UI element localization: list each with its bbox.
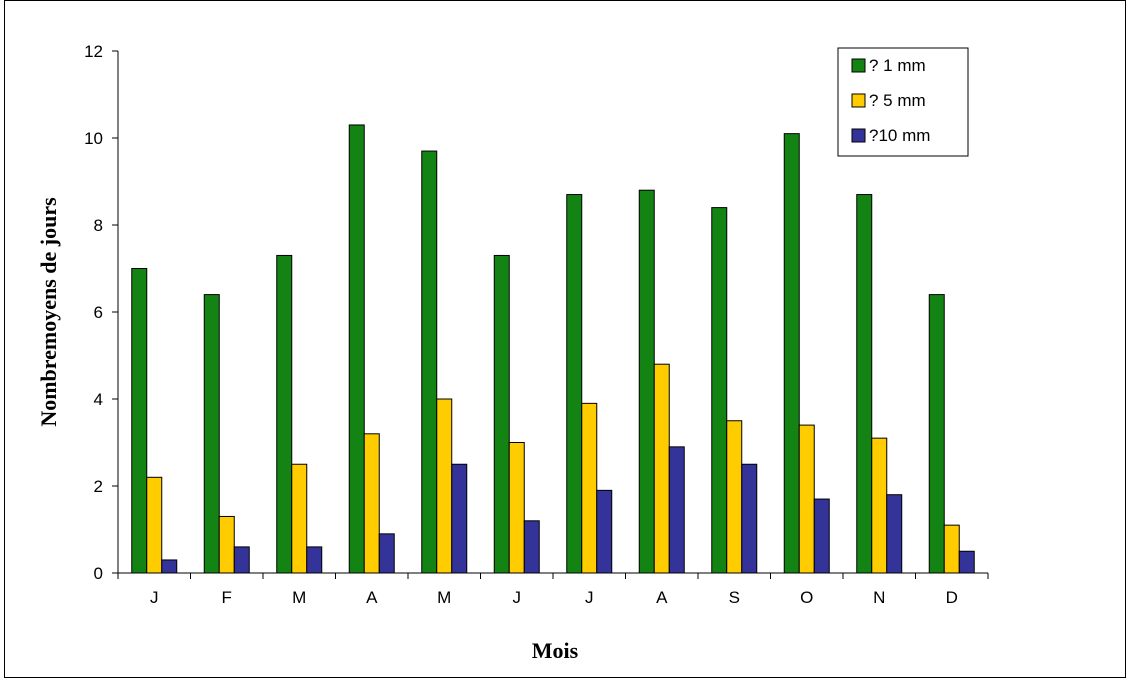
bar bbox=[306, 546, 323, 574]
bar bbox=[436, 398, 453, 574]
bar bbox=[566, 194, 583, 574]
x-tick-label: J bbox=[150, 588, 159, 607]
x-tick-label: S bbox=[729, 588, 740, 607]
x-tick-label: M bbox=[292, 588, 306, 607]
bar bbox=[783, 133, 800, 574]
bar bbox=[928, 294, 945, 574]
legend-label: ? 5 mm bbox=[869, 91, 926, 110]
bar bbox=[596, 489, 613, 574]
legend-swatch bbox=[851, 58, 866, 73]
bar bbox=[856, 194, 873, 574]
bar bbox=[291, 463, 308, 574]
bar bbox=[581, 402, 598, 574]
bar bbox=[218, 515, 235, 574]
bar bbox=[813, 498, 830, 574]
y-tick-label: 4 bbox=[94, 390, 103, 409]
bar bbox=[131, 268, 148, 574]
y-axis-title: Nombremoyens de jours bbox=[36, 197, 61, 427]
y-tick-label: 6 bbox=[94, 303, 103, 322]
x-tick-label: O bbox=[800, 588, 813, 607]
bar bbox=[653, 363, 670, 574]
bar bbox=[233, 546, 250, 574]
y-tick-label: 12 bbox=[84, 42, 103, 61]
legend-label: ?10 mm bbox=[869, 126, 930, 145]
legend-swatch bbox=[851, 128, 866, 143]
bar bbox=[276, 254, 293, 574]
x-tick-label: A bbox=[656, 588, 668, 607]
bar bbox=[363, 433, 380, 574]
bar bbox=[203, 294, 220, 574]
x-tick-label: J bbox=[513, 588, 522, 607]
bar bbox=[378, 533, 395, 574]
bar bbox=[161, 559, 178, 574]
x-tick-label: F bbox=[222, 588, 232, 607]
y-tick-label: 0 bbox=[94, 564, 103, 583]
x-tick-label: N bbox=[873, 588, 885, 607]
legend: ? 1 mm ? 5 mm ?10 mm bbox=[837, 47, 969, 157]
bar bbox=[726, 420, 743, 574]
legend-swatch bbox=[851, 93, 866, 108]
bar bbox=[508, 442, 525, 574]
bar bbox=[943, 524, 960, 574]
y-tick-label: 8 bbox=[94, 216, 103, 235]
legend-label: ? 1 mm bbox=[869, 56, 926, 75]
bar bbox=[348, 124, 365, 574]
x-tick-label: A bbox=[366, 588, 378, 607]
bar bbox=[886, 494, 903, 574]
x-tick-label: D bbox=[946, 588, 958, 607]
bar bbox=[493, 254, 510, 574]
bar bbox=[871, 437, 888, 574]
bar bbox=[741, 463, 758, 574]
y-tick-label: 2 bbox=[94, 477, 103, 496]
bar bbox=[146, 476, 163, 574]
bar bbox=[798, 424, 815, 574]
x-tick-label: J bbox=[585, 588, 594, 607]
bar bbox=[958, 550, 975, 574]
x-axis-title: Mois bbox=[532, 638, 579, 663]
y-tick-label: 10 bbox=[84, 129, 103, 148]
x-tick-label: M bbox=[437, 588, 451, 607]
bar bbox=[421, 150, 438, 574]
bars bbox=[131, 124, 975, 574]
tick-labels: 0 2 4 6 8 10 12 J F M A M J J A S O N D bbox=[84, 42, 958, 607]
bar bbox=[523, 520, 540, 574]
axes bbox=[112, 50, 989, 579]
bar bbox=[668, 446, 685, 574]
bar bbox=[638, 189, 655, 574]
bar bbox=[451, 463, 468, 574]
bar bbox=[711, 207, 728, 574]
